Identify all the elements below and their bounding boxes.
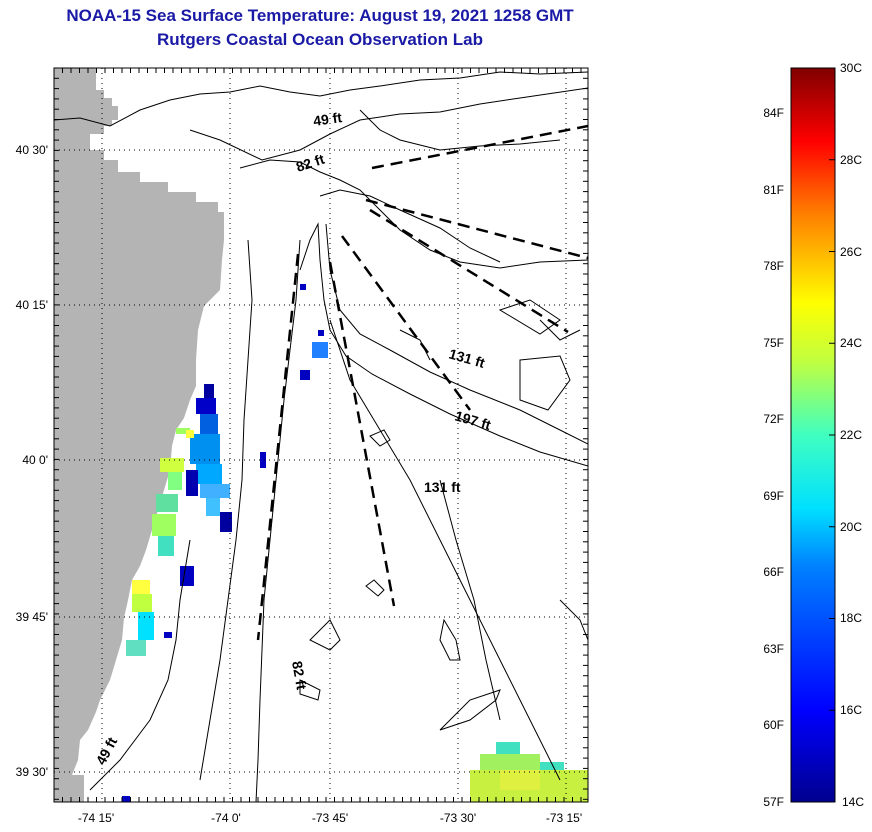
transect-lines bbox=[256, 124, 588, 641]
land-mass bbox=[54, 68, 224, 780]
colorbar bbox=[790, 67, 836, 803]
chart-subtitle: Rutgers Coastal Ocean Observation Lab bbox=[157, 30, 483, 49]
depth-contours bbox=[54, 71, 588, 802]
fahrenheit-label: 69F bbox=[763, 489, 784, 503]
celsius-label: 20C bbox=[840, 520, 862, 534]
sst-pixels bbox=[122, 284, 328, 802]
celsius-label: 14C bbox=[842, 795, 864, 809]
depth-label: 49 ft bbox=[312, 109, 343, 129]
land-block bbox=[96, 110, 110, 118]
celsius-label: 16C bbox=[840, 703, 862, 717]
colorbar-labels: 30C 28C 26C 24C 22C 20C 18C 16C 14C 84F … bbox=[763, 61, 864, 809]
fahrenheit-label: 72F bbox=[763, 412, 784, 426]
lon-label: -73 45' bbox=[312, 811, 348, 825]
celsius-label: 28C bbox=[840, 153, 862, 167]
celsius-label: 18C bbox=[840, 611, 862, 625]
celsius-label: 30C bbox=[840, 61, 862, 75]
sst-pixels-warm bbox=[470, 742, 588, 802]
map-frame bbox=[53, 67, 589, 803]
lat-label: 40 30' bbox=[16, 143, 48, 157]
fahrenheit-label: 66F bbox=[763, 565, 784, 579]
fahrenheit-label: 57F bbox=[763, 795, 784, 809]
fahrenheit-label: 84F bbox=[763, 106, 784, 120]
lon-label: -74 0' bbox=[211, 811, 241, 825]
frame-ticks bbox=[53, 67, 588, 802]
graticule bbox=[54, 68, 588, 802]
fahrenheit-label: 75F bbox=[763, 336, 784, 350]
lon-label: -74 15' bbox=[78, 811, 114, 825]
celsius-label: 26C bbox=[840, 245, 862, 259]
celsius-label: 22C bbox=[840, 428, 862, 442]
colorbar-ticks bbox=[829, 67, 835, 803]
celsius-label: 24C bbox=[840, 336, 862, 350]
fahrenheit-label: 81F bbox=[763, 183, 784, 197]
lat-label: 39 30' bbox=[16, 765, 48, 779]
lat-label: 40 15' bbox=[16, 298, 48, 312]
fahrenheit-label: 63F bbox=[763, 642, 784, 656]
lat-label: 40 0' bbox=[22, 453, 48, 467]
lon-label: -73 15' bbox=[546, 811, 582, 825]
depth-label: 131 ft bbox=[424, 479, 461, 495]
fahrenheit-label: 78F bbox=[763, 259, 784, 273]
chart-title: NOAA-15 Sea Surface Temperature: August … bbox=[66, 6, 574, 25]
lat-label: 39 45' bbox=[16, 610, 48, 624]
depth-label: 82 ft bbox=[289, 660, 310, 691]
fahrenheit-label: 60F bbox=[763, 718, 784, 732]
lon-label: -73 30' bbox=[440, 811, 476, 825]
